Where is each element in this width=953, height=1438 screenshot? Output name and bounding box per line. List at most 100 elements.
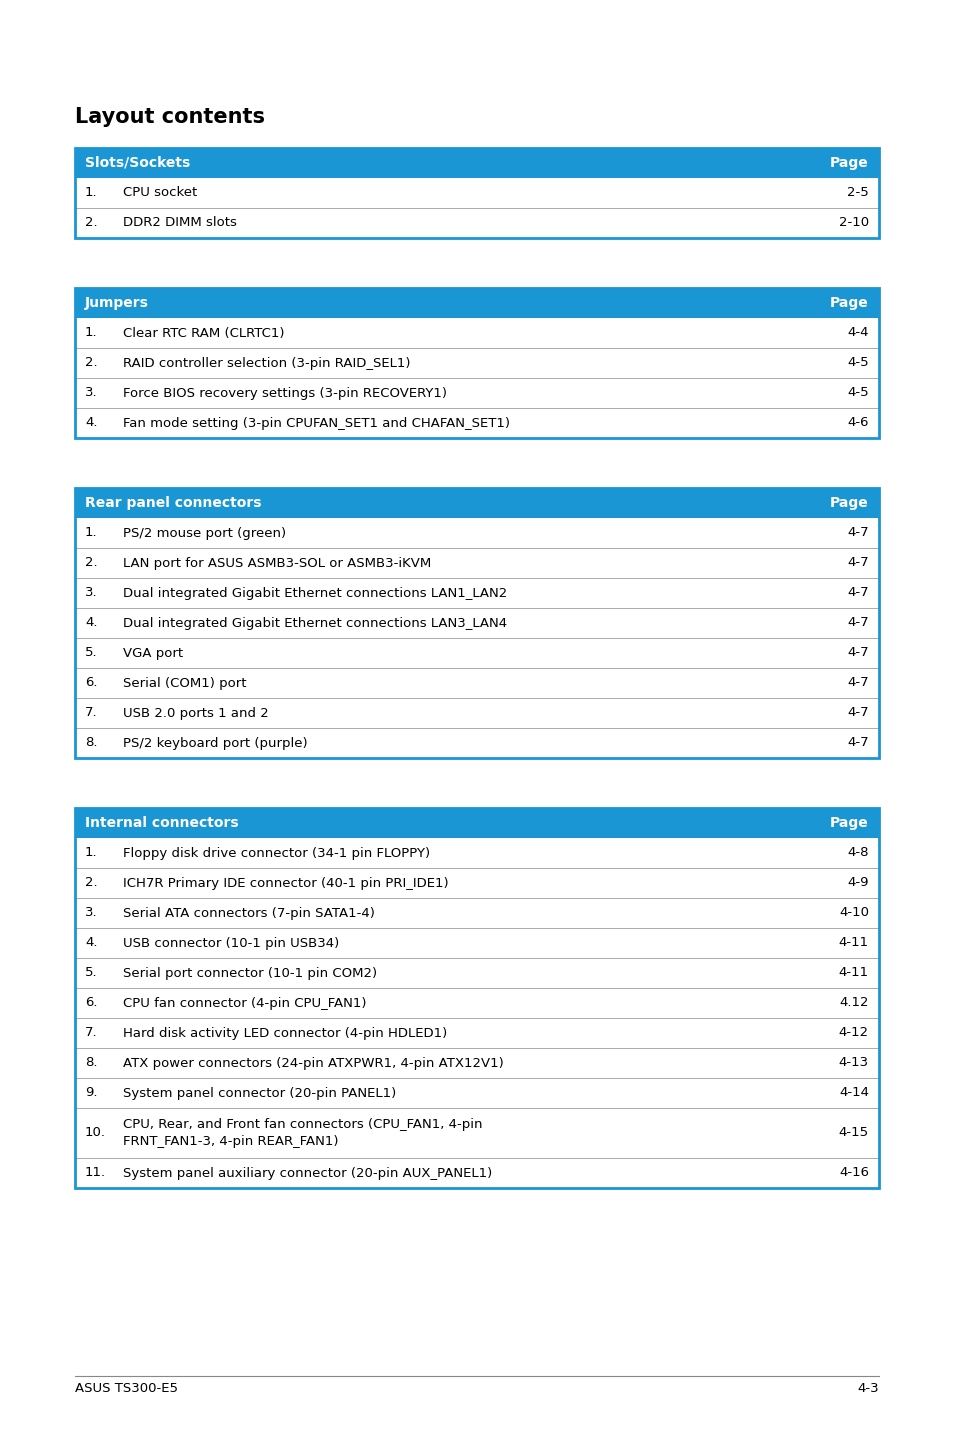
Text: 8.: 8.	[85, 1057, 97, 1070]
Text: 4-5: 4-5	[846, 387, 868, 400]
Text: 2.: 2.	[85, 877, 97, 890]
Text: 2.: 2.	[85, 217, 97, 230]
Bar	[75, 838, 878, 869]
Text: Layout contents: Layout contents	[75, 106, 265, 127]
Text: Dual integrated Gigabit Ethernet connections LAN1_LAN2: Dual integrated Gigabit Ethernet connect…	[123, 587, 507, 600]
Bar	[75, 209, 878, 239]
Bar	[75, 288, 878, 318]
Bar	[75, 378, 878, 408]
Text: 4.12: 4.12	[839, 997, 868, 1009]
Text: Page: Page	[829, 815, 868, 830]
Text: Serial ATA connectors (7-pin SATA1-4): Serial ATA connectors (7-pin SATA1-4)	[123, 906, 375, 919]
Text: 4-7: 4-7	[846, 587, 868, 600]
Text: 5.: 5.	[85, 966, 97, 979]
Text: 4-13: 4-13	[838, 1057, 868, 1070]
Bar	[75, 808, 878, 838]
Text: 7.: 7.	[85, 1027, 97, 1040]
Bar	[75, 958, 878, 988]
Text: 1.: 1.	[85, 526, 97, 539]
Text: USB 2.0 ports 1 and 2: USB 2.0 ports 1 and 2	[123, 706, 269, 719]
Text: 4-7: 4-7	[846, 736, 868, 749]
Text: Dual integrated Gigabit Ethernet connections LAN3_LAN4: Dual integrated Gigabit Ethernet connect…	[123, 617, 507, 630]
Text: Page: Page	[829, 496, 868, 510]
Text: 4-6: 4-6	[846, 417, 868, 430]
Text: Internal connectors: Internal connectors	[85, 815, 238, 830]
Text: Slots/Sockets: Slots/Sockets	[85, 155, 190, 170]
Text: 4-7: 4-7	[846, 676, 868, 689]
Bar	[75, 1078, 878, 1109]
Bar	[75, 148, 878, 178]
Text: 8.: 8.	[85, 736, 97, 749]
Bar	[75, 148, 878, 239]
Text: Clear RTC RAM (CLRTC1): Clear RTC RAM (CLRTC1)	[123, 326, 284, 339]
Bar	[75, 487, 878, 518]
Text: 4-11: 4-11	[838, 966, 868, 979]
Text: Serial port connector (10-1 pin COM2): Serial port connector (10-1 pin COM2)	[123, 966, 376, 979]
Text: LAN port for ASUS ASMB3-SOL or ASMB3-iKVM: LAN port for ASUS ASMB3-SOL or ASMB3-iKV…	[123, 557, 431, 569]
Text: 5.: 5.	[85, 647, 97, 660]
Bar	[75, 988, 878, 1018]
Text: CPU fan connector (4-pin CPU_FAN1): CPU fan connector (4-pin CPU_FAN1)	[123, 997, 366, 1009]
Text: 10.: 10.	[85, 1126, 106, 1139]
Text: 1.: 1.	[85, 847, 97, 860]
Text: Fan mode setting (3-pin CPUFAN_SET1 and CHAFAN_SET1): Fan mode setting (3-pin CPUFAN_SET1 and …	[123, 417, 510, 430]
Text: Rear panel connectors: Rear panel connectors	[85, 496, 261, 510]
Text: 3.: 3.	[85, 906, 97, 919]
Text: 4-4: 4-4	[846, 326, 868, 339]
Text: 4-9: 4-9	[846, 877, 868, 890]
Bar	[75, 869, 878, 897]
Bar	[75, 897, 878, 928]
Text: 4-11: 4-11	[838, 936, 868, 949]
Text: ASUS TS300-E5: ASUS TS300-E5	[75, 1382, 178, 1395]
Text: 4-7: 4-7	[846, 617, 868, 630]
Text: Force BIOS recovery settings (3-pin RECOVERY1): Force BIOS recovery settings (3-pin RECO…	[123, 387, 447, 400]
Text: 1.: 1.	[85, 326, 97, 339]
Text: Floppy disk drive connector (34-1 pin FLOPPY): Floppy disk drive connector (34-1 pin FL…	[123, 847, 430, 860]
Bar	[75, 1158, 878, 1188]
Text: 4-7: 4-7	[846, 526, 868, 539]
Text: System panel auxiliary connector (20-pin AUX_PANEL1): System panel auxiliary connector (20-pin…	[123, 1166, 492, 1179]
Bar	[75, 408, 878, 439]
Text: 2-10: 2-10	[838, 217, 868, 230]
Text: Jumpers: Jumpers	[85, 296, 149, 311]
Text: 4.: 4.	[85, 617, 97, 630]
Text: CPU, Rear, and Front fan connectors (CPU_FAN1, 4-pin: CPU, Rear, and Front fan connectors (CPU…	[123, 1117, 482, 1132]
Bar	[75, 638, 878, 669]
Text: 4-7: 4-7	[846, 557, 868, 569]
Text: Serial (COM1) port: Serial (COM1) port	[123, 676, 246, 689]
Bar	[75, 518, 878, 548]
Text: 3.: 3.	[85, 387, 97, 400]
Bar	[75, 608, 878, 638]
Bar	[75, 669, 878, 697]
Bar	[75, 928, 878, 958]
Text: 9.: 9.	[85, 1087, 97, 1100]
Text: 2.: 2.	[85, 557, 97, 569]
Bar	[75, 548, 878, 578]
Text: Hard disk activity LED connector (4-pin HDLED1): Hard disk activity LED connector (4-pin …	[123, 1027, 447, 1040]
Text: 4-14: 4-14	[838, 1087, 868, 1100]
Text: DDR2 DIMM slots: DDR2 DIMM slots	[123, 217, 236, 230]
Bar	[75, 288, 878, 439]
Text: ICH7R Primary IDE connector (40-1 pin PRI_IDE1): ICH7R Primary IDE connector (40-1 pin PR…	[123, 877, 448, 890]
Text: CPU socket: CPU socket	[123, 187, 197, 200]
Text: 4-12: 4-12	[838, 1027, 868, 1040]
Text: 4-15: 4-15	[838, 1126, 868, 1139]
Text: 2-5: 2-5	[846, 187, 868, 200]
Text: USB connector (10-1 pin USB34): USB connector (10-1 pin USB34)	[123, 936, 339, 949]
Text: 1.: 1.	[85, 187, 97, 200]
Text: PS/2 mouse port (green): PS/2 mouse port (green)	[123, 526, 286, 539]
Text: 4-16: 4-16	[838, 1166, 868, 1179]
Bar	[75, 487, 878, 758]
Text: 7.: 7.	[85, 706, 97, 719]
Text: 4-5: 4-5	[846, 357, 868, 370]
Text: 4.: 4.	[85, 417, 97, 430]
Text: 4-7: 4-7	[846, 647, 868, 660]
Bar	[75, 1109, 878, 1158]
Bar	[75, 1018, 878, 1048]
Text: 3.: 3.	[85, 587, 97, 600]
Text: PS/2 keyboard port (purple): PS/2 keyboard port (purple)	[123, 736, 307, 749]
Text: System panel connector (20-pin PANEL1): System panel connector (20-pin PANEL1)	[123, 1087, 395, 1100]
Text: VGA port: VGA port	[123, 647, 183, 660]
Bar	[75, 348, 878, 378]
Bar	[75, 808, 878, 1188]
